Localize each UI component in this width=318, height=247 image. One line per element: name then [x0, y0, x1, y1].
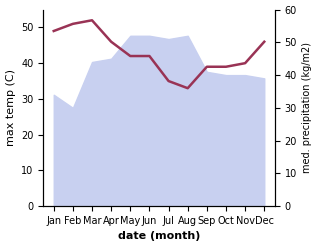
Y-axis label: med. precipitation (kg/m2): med. precipitation (kg/m2): [302, 42, 313, 173]
Y-axis label: max temp (C): max temp (C): [5, 69, 16, 146]
X-axis label: date (month): date (month): [118, 231, 200, 242]
